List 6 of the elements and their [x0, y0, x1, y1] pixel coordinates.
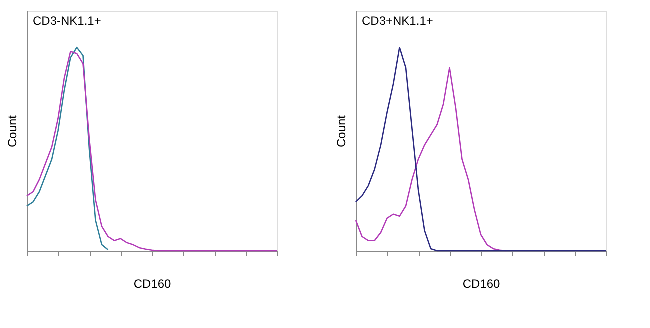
chart-title: CD3-NK1.1+: [33, 14, 102, 28]
y-axis-title: Count: [334, 114, 348, 148]
y-axis-title: Count: [6, 114, 20, 148]
x-axis-title: CD160: [134, 277, 172, 291]
x-axis-title: CD160: [462, 277, 500, 291]
chart-title: CD3+NK1.1+: [362, 14, 434, 28]
